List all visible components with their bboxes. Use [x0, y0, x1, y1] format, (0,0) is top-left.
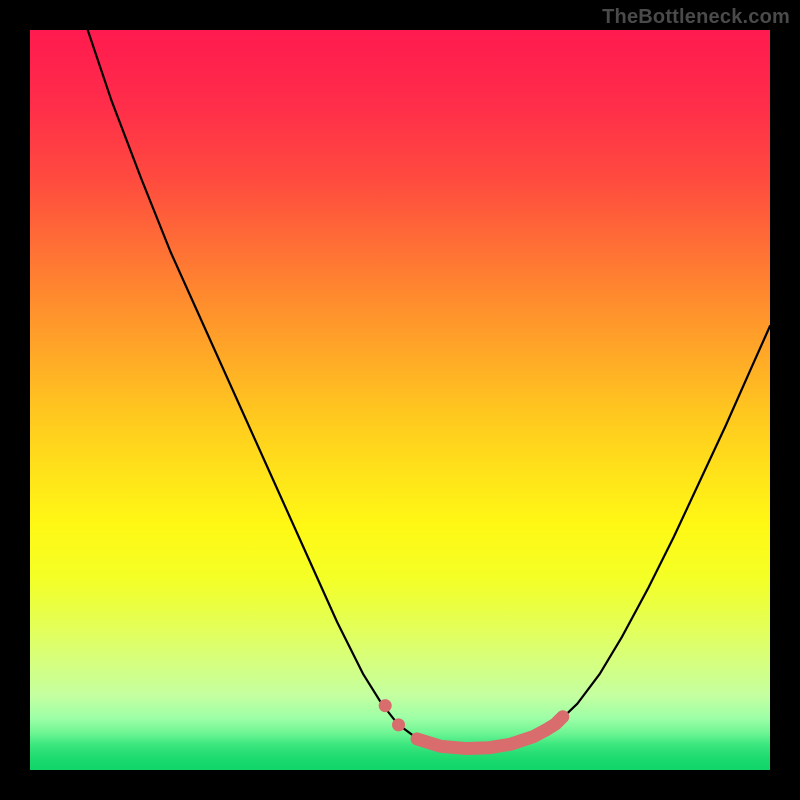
gradient-background	[30, 30, 770, 770]
watermark-text: TheBottleneck.com	[602, 6, 790, 29]
chart-container: TheBottleneck.com	[0, 0, 800, 800]
marker-point	[392, 718, 405, 731]
bottleneck-chart-svg	[0, 0, 800, 800]
marker-point	[379, 699, 392, 712]
